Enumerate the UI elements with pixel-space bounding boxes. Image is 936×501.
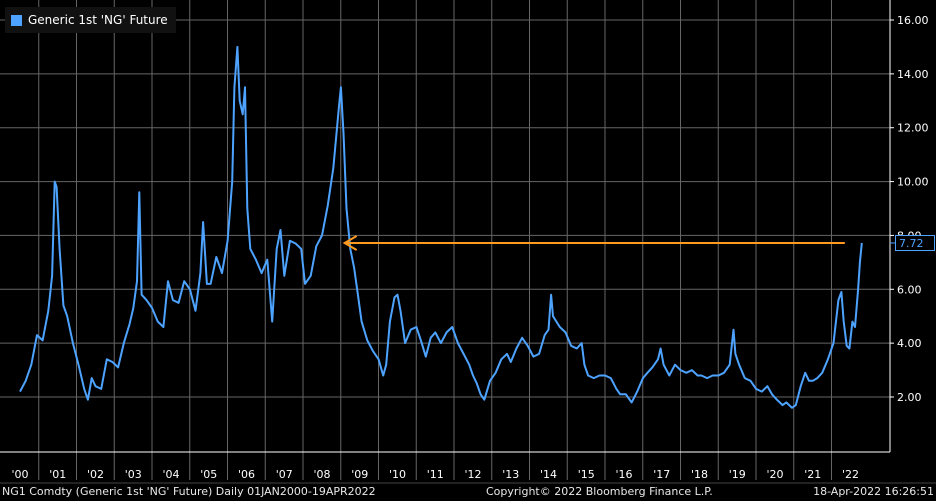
y-tick-label: 6.00 xyxy=(897,283,922,296)
x-tick-label: '13 xyxy=(502,468,519,481)
x-tick-label: '22 xyxy=(842,468,859,481)
x-tick-label: '01 xyxy=(49,468,66,481)
x-tick-label: '19 xyxy=(729,468,746,481)
x-tick-label: '05 xyxy=(200,468,217,481)
x-tick-label: '20 xyxy=(766,468,783,481)
x-tick-label: '04 xyxy=(162,468,179,481)
last-value-label: 7.72 xyxy=(895,234,935,251)
axes: 2.004.006.008.0010.0012.0014.0016.00'00'… xyxy=(0,0,936,484)
x-tick-label: '17 xyxy=(653,468,670,481)
annotations xyxy=(342,235,895,251)
x-tick-label: '12 xyxy=(464,468,481,481)
x-tick-label: '10 xyxy=(389,468,406,481)
y-tick-label: 14.00 xyxy=(897,68,929,81)
x-tick-label: '15 xyxy=(578,468,595,481)
annotation-arrowhead xyxy=(342,235,358,251)
x-tick-label: '09 xyxy=(351,468,368,481)
x-tick-label: '14 xyxy=(540,468,557,481)
y-tick-label: 12.00 xyxy=(897,122,929,135)
x-tick-label: '16 xyxy=(615,468,632,481)
legend-swatch xyxy=(11,14,22,26)
y-tick-label: 10.00 xyxy=(897,176,929,189)
x-tick-label: '07 xyxy=(276,468,293,481)
legend-label: Generic 1st 'NG' Future xyxy=(28,13,168,27)
x-tick-label: '08 xyxy=(313,468,330,481)
x-tick-label: '11 xyxy=(427,468,444,481)
x-tick-label: '21 xyxy=(804,468,821,481)
footer-timestamp: 18-Apr-2022 16:26:51 xyxy=(813,485,934,498)
x-tick-label: '06 xyxy=(238,468,255,481)
x-tick-label: '02 xyxy=(87,468,104,481)
x-tick-label: '18 xyxy=(691,468,708,481)
footer-copyright: Copyright© 2022 Bloomberg Finance L.P. xyxy=(486,485,713,498)
series xyxy=(19,45,863,409)
x-tick-label: '03 xyxy=(125,468,142,481)
y-tick-label: 16.00 xyxy=(897,14,929,27)
legend: Generic 1st 'NG' Future xyxy=(5,7,176,33)
y-tick-label: 2.00 xyxy=(897,391,922,404)
series-line xyxy=(19,45,863,409)
x-tick-label: '00 xyxy=(11,468,28,481)
y-tick-label: 4.00 xyxy=(897,337,922,350)
footer-ticker: NG1 Comdty (Generic 1st 'NG' Future) Dai… xyxy=(2,485,376,498)
footer: NG1 Comdty (Generic 1st 'NG' Future) Dai… xyxy=(0,484,936,501)
